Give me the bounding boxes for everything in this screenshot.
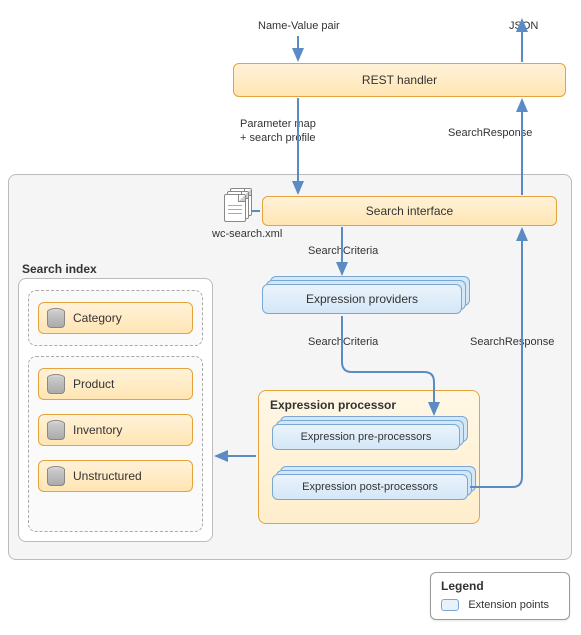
index-category-label: Category [73, 311, 122, 325]
index-unstructured-label: Unstructured [73, 469, 142, 483]
input-label: Name-Value pair [258, 20, 340, 32]
post-processors-box: Expression post-processors [272, 474, 468, 500]
pre-processors-label: Expression pre-processors [301, 431, 432, 443]
pre-processors-box: Expression pre-processors [272, 424, 460, 450]
legend-item-label: Extension points [468, 599, 549, 611]
index-category-item: Category [38, 302, 193, 334]
index-unstructured-item: Unstructured [38, 460, 193, 492]
search-interface-box: Search interface [262, 196, 557, 226]
legend-swatch-icon [441, 599, 459, 611]
search-index-title: Search index [22, 262, 97, 276]
expression-providers-box: Expression providers [262, 284, 462, 314]
legend-box: Legend Extension points [430, 572, 570, 620]
legend-title: Legend [441, 579, 559, 593]
search-response-lower-label: SearchResponse [470, 336, 554, 348]
legend-row: Extension points [441, 597, 559, 611]
search-response-upper-label: SearchResponse [448, 127, 532, 139]
search-interface-label: Search interface [366, 204, 453, 218]
db-icon [47, 466, 65, 486]
expression-processor-title: Expression processor [270, 398, 396, 412]
expression-providers-label: Expression providers [306, 292, 418, 306]
db-icon [47, 308, 65, 328]
index-product-item: Product [38, 368, 193, 400]
db-icon [47, 374, 65, 394]
db-icon [47, 420, 65, 440]
index-product-label: Product [73, 377, 114, 391]
post-processors-label: Expression post-processors [302, 481, 438, 493]
xml-docs-icon [224, 188, 254, 224]
output-label: JSON [509, 20, 538, 32]
rest-handler-label: REST handler [362, 73, 437, 87]
index-inventory-item: Inventory [38, 414, 193, 446]
index-inventory-label: Inventory [73, 423, 122, 437]
param-map-label: Parameter map + search profile [240, 117, 316, 146]
search-criteria-2-label: SearchCriteria [308, 336, 378, 348]
wc-search-label: wc-search.xml [212, 228, 282, 240]
search-criteria-1-label: SearchCriteria [308, 245, 378, 257]
rest-handler-box: REST handler [233, 63, 566, 97]
